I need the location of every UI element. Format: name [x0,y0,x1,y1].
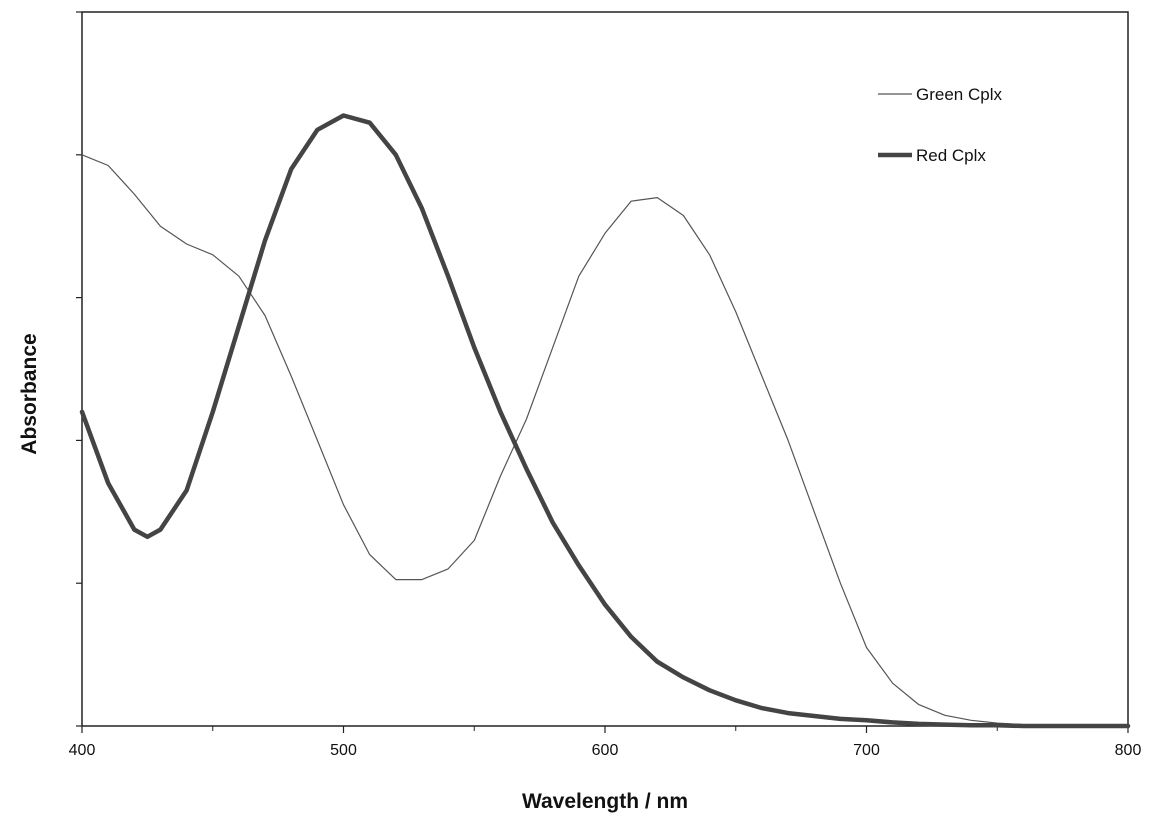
x-tick-label: 400 [69,742,96,759]
series-line-green-cplx [81,154,1129,727]
y-axis-ticks [76,11,82,727]
plot-frame [81,11,1129,727]
legend: Green Cplx Red Cplx [878,85,1002,165]
series-layer [79,113,1131,729]
y-axis-title: Absorbance [18,333,41,454]
x-tick-label: 800 [1115,742,1142,759]
series-line-red-cplx [79,113,1131,729]
x-tick-label: 600 [592,742,619,759]
legend-label-green-cplx: Green Cplx [916,85,1002,104]
x-axis-title: Wavelength / nm [522,790,688,813]
x-axis-ticks: 400 500 600 700 800 [69,726,1142,759]
legend-label-red-cplx: Red Cplx [916,146,986,165]
x-tick-label: 500 [330,742,357,759]
x-tick-label: 700 [853,742,880,759]
